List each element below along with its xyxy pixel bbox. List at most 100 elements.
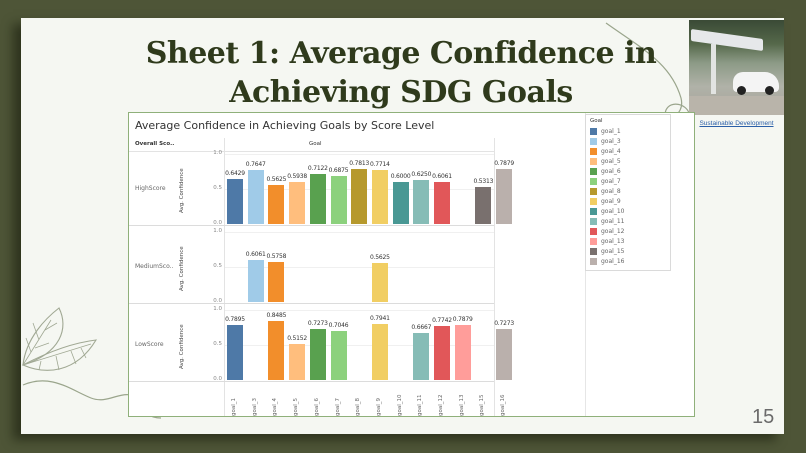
bar-goal_15[interactable]	[475, 186, 492, 224]
legend-swatch-icon	[590, 128, 597, 135]
header-row: Overall Sco.. Goal	[129, 138, 494, 152]
legend-label: goal_13	[601, 238, 625, 245]
bar-goal_4[interactable]	[268, 320, 285, 380]
y-tick: 0.0	[213, 376, 222, 382]
bar-goal_4[interactable]	[268, 261, 285, 302]
legend-label: goal_16	[601, 258, 625, 265]
bar-value-label: 0.7895	[225, 315, 245, 323]
legend-item-goal_16[interactable]: goal_16	[590, 257, 624, 266]
legend-swatch-icon	[590, 158, 597, 165]
y-axis-title: Avg. Confidence	[179, 168, 185, 213]
legend-item-goal_13[interactable]: goal_13	[590, 237, 624, 246]
bar-goal_16[interactable]	[496, 329, 513, 380]
divider	[224, 138, 225, 416]
y-tick: 1.0	[213, 228, 222, 234]
bar-goal_13[interactable]	[454, 324, 471, 380]
bar-goal_9[interactable]	[371, 262, 388, 302]
legend-item-goal_11[interactable]: goal_11	[590, 217, 624, 226]
bar-goal_6[interactable]	[309, 329, 326, 380]
x-axis-label[interactable]: goal_13	[458, 394, 465, 416]
x-axis-label[interactable]: goal_3	[251, 397, 258, 416]
slide-title: Sheet 1: Average Confidence in Achieving…	[141, 34, 661, 112]
legend-label: goal_6	[601, 168, 621, 175]
x-axis-label[interactable]: goal_11	[417, 394, 424, 416]
legend-item-goal_15[interactable]: goal_15	[590, 247, 624, 256]
legend-item-goal_4[interactable]: goal_4	[590, 147, 621, 156]
y-tick: 1.0	[213, 150, 222, 156]
legend-swatch-icon	[590, 238, 597, 245]
legend-item-goal_5[interactable]: goal_5	[590, 157, 621, 166]
bar-goal_3[interactable]	[247, 170, 264, 224]
bar-goal_12[interactable]	[434, 181, 450, 224]
bar-value-label: 0.5938	[287, 173, 307, 181]
x-axis-label[interactable]: goal_15	[479, 394, 486, 416]
bar-goal_16[interactable]	[496, 168, 513, 224]
bar-value-label: 0.6000	[390, 173, 411, 180]
legend-label: goal_8	[601, 188, 621, 195]
x-axis-label[interactable]: goal_7	[334, 397, 341, 416]
bar-value-label: 0.6667	[411, 324, 432, 332]
bar-goal_12[interactable]	[434, 325, 450, 380]
legend-label: goal_10	[601, 208, 625, 215]
bar-goal_7[interactable]	[330, 175, 347, 224]
bar-goal_3[interactable]	[247, 259, 264, 302]
pane-divider	[129, 381, 494, 382]
legend-item-goal_3[interactable]: goal_3	[590, 137, 621, 146]
bar-value-label: 0.7879	[494, 159, 514, 167]
bar-goal_11[interactable]	[413, 333, 430, 380]
gridline	[225, 154, 494, 155]
column-header[interactable]: Goal	[309, 141, 322, 147]
legend: Goal goal_1 goal_3 goal_4 goal_5 goal_6 goal_…	[585, 114, 671, 271]
legend-item-goal_9[interactable]: goal_9	[590, 197, 621, 206]
bar-goal_8[interactable]	[351, 169, 368, 224]
bar-value-label: 0.7813	[349, 160, 370, 168]
x-axis-label[interactable]: goal_8	[355, 397, 362, 416]
legend-item-goal_7[interactable]: goal_7	[590, 177, 621, 186]
legend-item-goal_8[interactable]: goal_8	[590, 187, 621, 196]
bar-goal_5[interactable]	[289, 182, 306, 224]
legend-swatch-icon	[590, 188, 597, 195]
bar-goal_1[interactable]	[227, 178, 243, 224]
bar-goal_7[interactable]	[330, 330, 347, 380]
y-tick: 0.0	[213, 220, 222, 226]
bar-value-label: 0.7273	[307, 320, 328, 328]
legend-label: goal_15	[601, 248, 625, 255]
image-caption-link[interactable]: Sustainable Development	[699, 120, 774, 127]
legend-swatch-icon	[590, 208, 597, 215]
x-axis-label[interactable]: goal_5	[293, 397, 300, 416]
x-axis-label[interactable]: goal_6	[313, 397, 320, 416]
pane-divider	[129, 303, 494, 304]
bar-value-label: 0.7879	[452, 315, 473, 323]
bar-goal_9[interactable]	[371, 324, 388, 380]
bar-goal_1[interactable]	[227, 324, 243, 380]
x-axis-label[interactable]: goal_16	[500, 394, 507, 416]
bar-goal_6[interactable]	[309, 174, 326, 224]
x-axis-label[interactable]: goal_12	[438, 394, 444, 416]
bar-value-label: 0.6875	[328, 166, 349, 174]
x-axis-label[interactable]: goal_1	[231, 397, 237, 416]
legend-label: goal_9	[601, 198, 621, 205]
y-axis-title: Avg. Confidence	[179, 246, 185, 291]
bar-value-label: 0.7742	[432, 316, 452, 324]
bar-goal_9[interactable]	[371, 170, 388, 224]
x-axis-label[interactable]: goal_9	[375, 397, 382, 416]
legend-item-goal_12[interactable]: goal_12	[590, 227, 624, 236]
bar-goal_10[interactable]	[392, 182, 409, 224]
row-label: MediumSco..	[135, 263, 174, 270]
x-axis-label[interactable]: goal_10	[396, 394, 403, 416]
title-line-1: Sheet 1: Average Confidence in	[145, 36, 657, 71]
bar-goal_4[interactable]	[268, 184, 285, 224]
bar-value-label: 0.5152	[287, 334, 307, 342]
bar-goal_11[interactable]	[413, 180, 430, 224]
row-header[interactable]: Overall Sco..	[135, 141, 175, 147]
bar-value-label: 0.6061	[245, 250, 266, 258]
legend-swatch-icon	[590, 138, 597, 145]
legend-label: goal_11	[601, 218, 625, 225]
legend-item-goal_1[interactable]: goal_1	[590, 127, 621, 136]
legend-label: goal_3	[601, 138, 621, 145]
legend-item-goal_10[interactable]: goal_10	[590, 207, 624, 216]
legend-swatch-icon	[590, 218, 597, 225]
x-axis-label[interactable]: goal_4	[272, 397, 279, 416]
bar-goal_5[interactable]	[289, 343, 306, 380]
legend-item-goal_6[interactable]: goal_6	[590, 167, 621, 176]
